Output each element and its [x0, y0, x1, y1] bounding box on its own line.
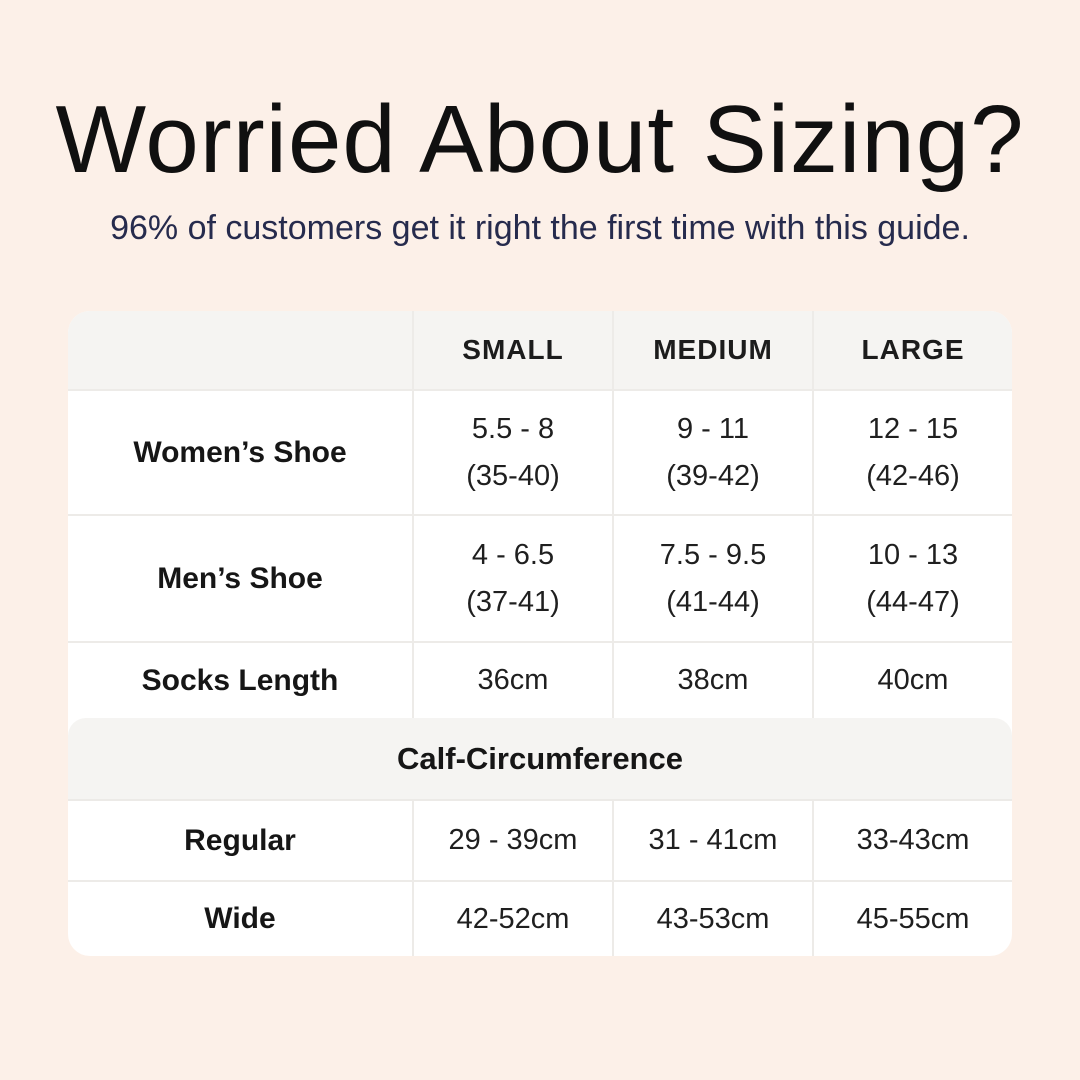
value-line: (35-40)	[466, 459, 560, 492]
regular-small: 29 - 39cm	[412, 801, 612, 881]
row-label-regular: Regular	[184, 823, 296, 857]
womens-shoe-large: 12 - 15 (42-46)	[812, 391, 1012, 515]
wide-small: 42-52cm	[412, 882, 612, 957]
size-chart-card: SMALL MEDIUM LARGE Women’s Shoe 5.5 - 8 …	[68, 311, 1012, 957]
womens-shoe-small: 5.5 - 8 (35-40)	[412, 391, 612, 515]
value-line: 7.5 - 9.5	[659, 538, 767, 571]
socks-length-small: 36cm	[412, 643, 612, 719]
mens-shoe-large: 10 - 13 (44-47)	[812, 516, 1012, 642]
row-label-womens-shoe: Women’s Shoe	[133, 435, 347, 469]
corner-empty-cell	[68, 311, 412, 389]
value-line: (39-42)	[666, 459, 760, 492]
regular-large: 33-43cm	[812, 801, 1012, 881]
value-line: (37-41)	[466, 585, 560, 618]
section-header-calf-circumference: Calf-Circumference	[68, 718, 1012, 802]
page-title: Worried About Sizing?	[55, 86, 1025, 193]
column-header-small: SMALL	[412, 311, 612, 390]
value-line: 4 - 6.5	[471, 538, 555, 571]
table-row-wide: Wide 42-52cm 43-53cm 45-55cm	[68, 880, 1012, 957]
wide-large: 45-55cm	[812, 882, 1012, 957]
regular-medium: 31 - 41cm	[612, 801, 812, 881]
value-line: (41-44)	[666, 585, 760, 618]
mens-shoe-medium: 7.5 - 9.5 (41-44)	[612, 516, 812, 642]
row-label-socks-length: Socks Length	[141, 663, 339, 697]
value-line: (44-47)	[866, 585, 960, 618]
wide-medium: 43-53cm	[612, 882, 812, 957]
column-header-large: LARGE	[812, 311, 1012, 390]
value-line: 12 - 15	[867, 412, 959, 445]
value-line: 5.5 - 8	[471, 412, 555, 445]
row-label-mens-shoe: Men’s Shoe	[157, 561, 323, 595]
table-header-row: SMALL MEDIUM LARGE	[68, 311, 1012, 390]
column-header-medium: MEDIUM	[612, 311, 812, 390]
value-line: 9 - 11	[676, 412, 749, 445]
womens-shoe-medium: 9 - 11 (39-42)	[612, 391, 812, 515]
mens-shoe-small: 4 - 6.5 (37-41)	[412, 516, 612, 642]
table-row-regular: Regular 29 - 39cm 31 - 41cm 33-43cm	[68, 801, 1012, 881]
row-label-wide: Wide	[204, 902, 276, 936]
socks-length-large: 40cm	[812, 643, 1012, 719]
table-row-womens-shoe: Women’s Shoe 5.5 - 8 (35-40) 9 - 11 (39-…	[68, 389, 1012, 515]
value-line: 10 - 13	[867, 538, 959, 571]
socks-length-medium: 38cm	[612, 643, 812, 719]
table-row-mens-shoe: Men’s Shoe 4 - 6.5 (37-41) 7.5 - 9.5 (41…	[68, 514, 1012, 642]
value-line: (42-46)	[866, 459, 960, 492]
page-subtitle: 96% of customers get it right the first …	[110, 209, 970, 247]
table-row-socks-length: Socks Length 36cm 38cm 40cm	[68, 641, 1012, 719]
